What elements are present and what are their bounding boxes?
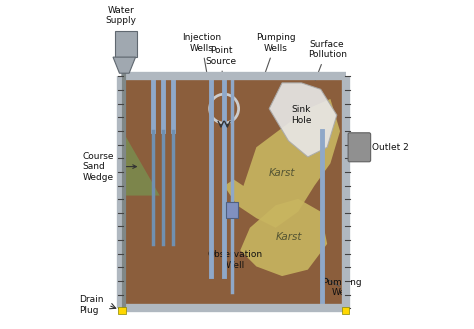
Polygon shape	[240, 199, 327, 276]
Bar	[115, 31, 137, 57]
Text: Observation
Well: Observation Well	[208, 250, 263, 270]
Bar	[227, 202, 238, 218]
Text: Surface
Pollution: Surface Pollution	[308, 40, 346, 80]
Text: Outlet 2: Outlet 2	[372, 143, 409, 152]
Polygon shape	[123, 131, 160, 195]
Text: Drain
Plug: Drain Plug	[79, 295, 104, 315]
Bar	[118, 307, 126, 314]
Text: Point
Source: Point Source	[205, 46, 237, 93]
Text: Sink
Hole: Sink Hole	[291, 105, 311, 125]
Text: Injection
Wells: Injection Wells	[182, 33, 221, 77]
Text: Karst: Karst	[269, 168, 295, 178]
Text: Karst: Karst	[275, 233, 302, 242]
Text: Course
Sand
Wedge: Course Sand Wedge	[82, 152, 137, 182]
FancyBboxPatch shape	[348, 133, 371, 162]
Bar	[123, 78, 345, 307]
Text: Water
Supply: Water Supply	[106, 6, 137, 25]
Polygon shape	[224, 99, 340, 228]
Polygon shape	[113, 57, 136, 73]
Polygon shape	[269, 83, 337, 157]
Text: Pumping
Well: Pumping Well	[322, 278, 362, 297]
Bar	[342, 307, 349, 314]
Text: Pumping
Wells: Pumping Wells	[256, 33, 295, 77]
